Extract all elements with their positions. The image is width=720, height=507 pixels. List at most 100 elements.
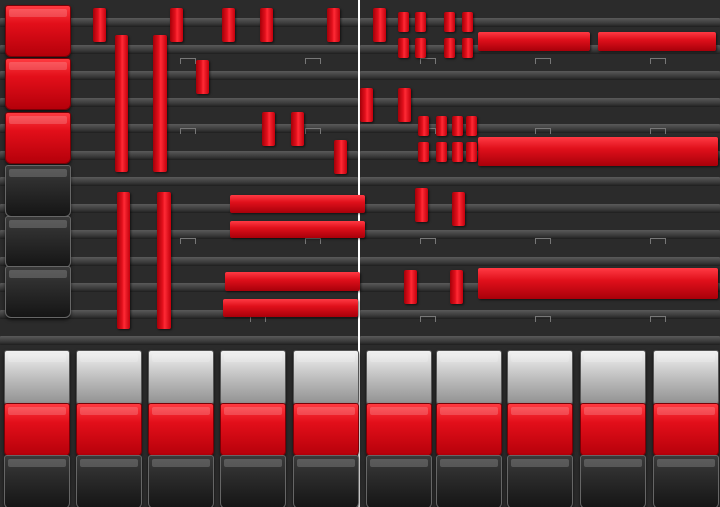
bin-lip — [440, 459, 498, 467]
tool-clip — [196, 60, 209, 94]
bin-lip — [370, 354, 428, 362]
wall-slot — [305, 58, 321, 64]
wall-slat — [0, 283, 358, 292]
bin-red-small — [5, 112, 71, 164]
bin-red — [653, 403, 719, 457]
bin-lip — [80, 354, 138, 362]
wall-slot — [650, 58, 666, 64]
bin-black — [293, 455, 359, 507]
bin-lip — [152, 354, 210, 362]
bin-black-small — [5, 216, 71, 268]
bin-red-small — [5, 5, 71, 57]
bin-lip — [584, 354, 642, 362]
wall-slot — [535, 128, 551, 134]
wall-slat — [360, 203, 720, 213]
tool-clip — [398, 88, 411, 122]
bin-lip — [440, 407, 498, 415]
bin-lip — [511, 354, 569, 362]
tool-clip — [170, 8, 183, 42]
bin-lip — [224, 354, 282, 362]
wall-slat — [360, 71, 720, 80]
wall-slot — [535, 58, 551, 64]
bin-red — [507, 403, 573, 457]
wall-slot — [180, 128, 196, 134]
bin-black — [76, 455, 142, 507]
wall-slat — [360, 230, 720, 239]
wall-slot — [420, 58, 436, 64]
bin-clear — [507, 350, 573, 407]
bin-lip — [9, 62, 67, 70]
tool-clip-small — [452, 116, 463, 136]
bin-lip — [8, 354, 66, 362]
wall-slot — [420, 238, 436, 244]
bin-clear — [4, 350, 70, 407]
bin-lip — [9, 169, 67, 177]
bin-clear — [293, 350, 359, 407]
tool-holder-horizontal — [598, 32, 716, 51]
bin-lip — [80, 407, 138, 415]
wall-slat — [0, 177, 358, 186]
tool-clip — [415, 188, 428, 222]
bin-lip — [8, 407, 66, 415]
tool-clip — [450, 270, 463, 304]
wall-slat — [360, 336, 720, 345]
tool-clip-small — [415, 38, 426, 58]
tool-clip-small — [418, 142, 429, 162]
bin-red — [293, 403, 359, 457]
bin-lip — [9, 270, 67, 278]
wall-slat — [0, 230, 358, 239]
bin-lip — [9, 9, 67, 17]
tool-holder-horizontal — [223, 299, 358, 317]
bin-black — [366, 455, 432, 507]
bin-black — [580, 455, 646, 507]
wall-slot — [650, 128, 666, 134]
wall-slot — [305, 238, 321, 244]
bin-red — [436, 403, 502, 457]
tool-clip-small — [466, 116, 477, 136]
bin-lip — [80, 459, 138, 467]
tool-clip — [452, 192, 465, 226]
wall-slat — [0, 44, 358, 54]
bin-lip — [657, 407, 715, 415]
tool-holder-horizontal — [230, 221, 365, 238]
bin-clear — [366, 350, 432, 407]
bin-red — [148, 403, 214, 457]
bin-lip — [584, 459, 642, 467]
bin-red — [76, 403, 142, 457]
bin-clear — [436, 350, 502, 407]
bin-lip — [657, 459, 715, 467]
tool-holder-horizontal — [478, 32, 590, 51]
wall-slat — [0, 256, 358, 266]
wall-slat — [360, 18, 720, 27]
wall-slot — [650, 316, 666, 322]
bin-lip — [370, 407, 428, 415]
bin-black — [653, 455, 719, 507]
bin-clear — [580, 350, 646, 407]
tool-clip — [334, 140, 347, 174]
bin-clear — [220, 350, 286, 407]
wall-slat — [360, 309, 720, 319]
tool-clip — [222, 8, 235, 42]
wall-slat — [360, 177, 720, 186]
wall-slat — [0, 150, 358, 160]
tool-clip — [262, 112, 275, 146]
tool-clip-small — [398, 12, 409, 32]
tool-clip-small — [462, 12, 473, 32]
bin-black — [436, 455, 502, 507]
bin-clear — [76, 350, 142, 407]
bin-lip — [657, 354, 715, 362]
wall-slat — [360, 97, 720, 107]
bin-red — [366, 403, 432, 457]
tool-clip — [260, 8, 273, 42]
bin-lip — [297, 459, 355, 467]
bin-black — [4, 455, 70, 507]
bin-lip — [297, 407, 355, 415]
bin-lip — [9, 220, 67, 228]
tool-holder-vertical — [153, 35, 167, 172]
tool-clip-small — [398, 38, 409, 58]
bin-black — [220, 455, 286, 507]
bin-black-small — [5, 266, 71, 318]
bin-black-small — [5, 165, 71, 217]
tool-clip-small — [444, 12, 455, 32]
